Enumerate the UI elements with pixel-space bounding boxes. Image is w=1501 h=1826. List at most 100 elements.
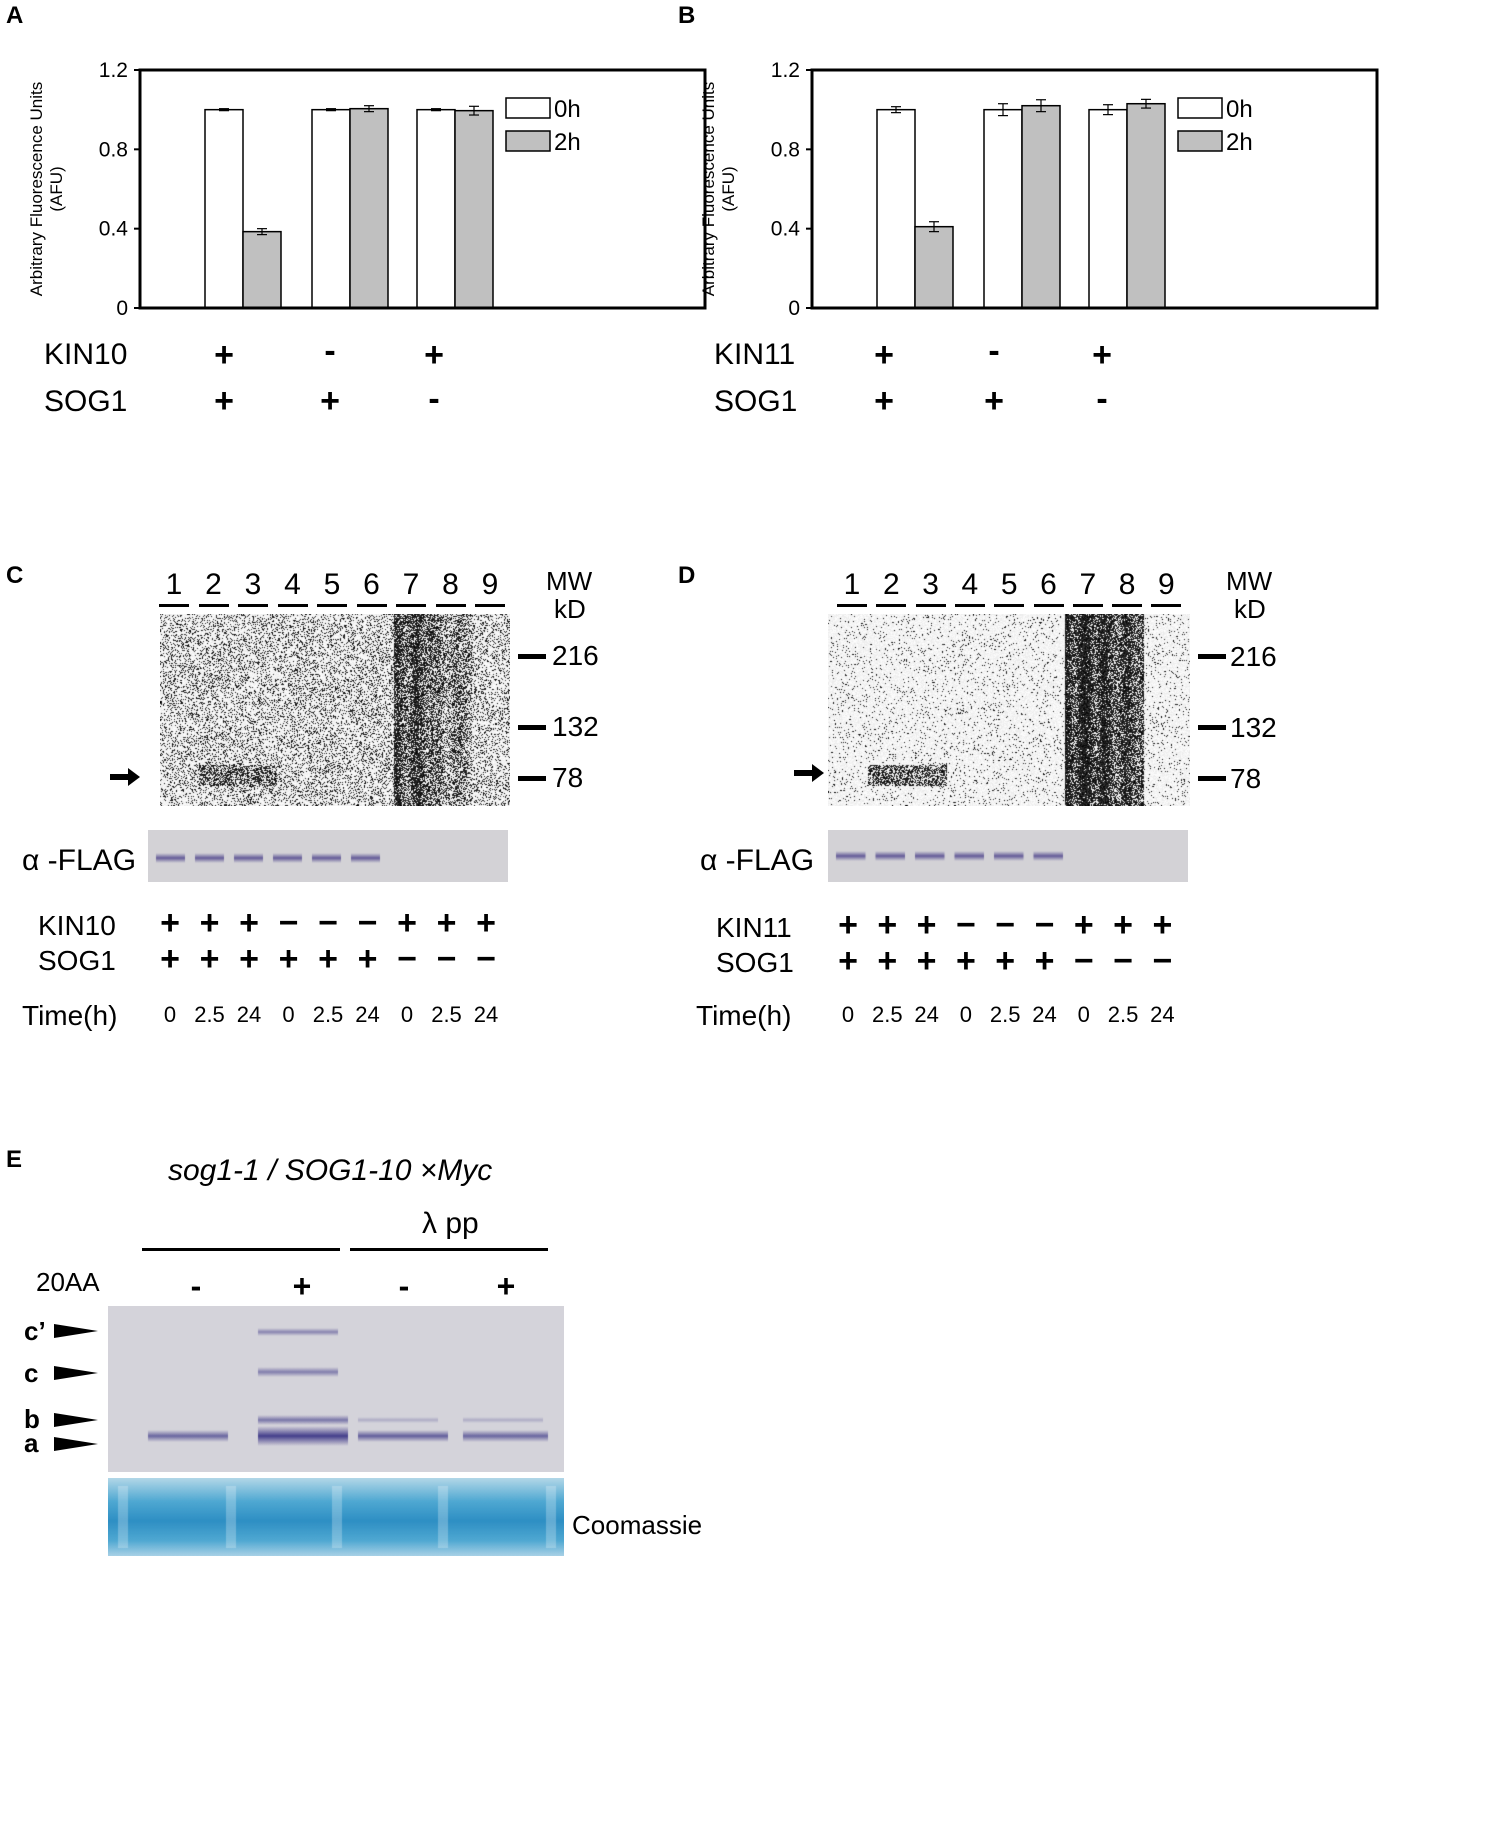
lane-underline: [915, 604, 946, 607]
bar-chart-b-svg: Arbitrary Fluorescence Units (AFU) 0 0.4 0.8…: [699, 59, 1379, 320]
legend-label: 0h: [1226, 96, 1253, 123]
bar-chart-a-svg: Arbitrary Fluorescence Units (AFU) 0 0.4 0.8…: [27, 59, 707, 320]
condition-sign: +: [476, 904, 496, 942]
lane-number: 1: [165, 568, 183, 601]
mw-marker-216-c: 216: [552, 640, 599, 671]
lane-underline: [396, 604, 426, 607]
mw-title-d: MW: [1226, 566, 1273, 596]
time-row-label-d: Time(h): [696, 1000, 792, 1031]
bar-0h: [416, 108, 456, 309]
band-arrowhead-icon: [54, 1413, 98, 1427]
condition-sign: +: [877, 906, 898, 944]
lane-number: 4: [284, 568, 301, 601]
lane-underline: [475, 604, 505, 607]
condition-sign: +: [1034, 942, 1055, 980]
condition-sign: +: [318, 940, 338, 978]
condition-sign: −: [1113, 942, 1134, 980]
bar-2h: [1126, 102, 1166, 309]
condition-row1-label-b: KIN11: [714, 338, 796, 371]
time-value: 0: [841, 1002, 855, 1027]
y-tick-label: 0: [116, 297, 128, 320]
condition-sign: +: [424, 336, 444, 374]
bar-2h: [1021, 104, 1061, 309]
mw-marker-tick: [518, 654, 546, 659]
legend-label: 2h: [554, 129, 581, 156]
lane-number: 5: [323, 568, 341, 601]
time-value: 0: [282, 1002, 295, 1027]
condition-sign: −: [955, 906, 976, 944]
autoradiograph-d: [828, 614, 1190, 806]
sog1-row-label-d: SOG1: [716, 947, 794, 978]
condition-sign: −: [357, 904, 378, 942]
panel-letter-a: A: [6, 2, 24, 29]
condition-sign: +: [874, 382, 894, 420]
legend-swatch: [505, 97, 551, 119]
panel-letter-b: B: [678, 2, 696, 29]
band-label-a: a: [24, 1428, 39, 1458]
lane-underline: [954, 604, 985, 607]
mw-marker-tick: [1198, 654, 1226, 659]
time-value: 24: [1150, 1002, 1175, 1027]
lane-number: 3: [922, 568, 939, 601]
time-value: 0: [959, 1002, 973, 1027]
legend-label: 0h: [554, 96, 581, 123]
bar-0h: [204, 108, 244, 309]
time-value: 2.5: [194, 1002, 225, 1027]
time-value: 0: [1077, 1002, 1090, 1027]
condition-sign: +: [1152, 906, 1173, 944]
lane-number: 7: [1079, 568, 1097, 601]
lane-underline: [356, 604, 387, 607]
y-tick-label: 1.2: [771, 59, 800, 82]
y-axis-label: Arbitrary Fluorescence Units: [27, 82, 46, 296]
condition-sign: +: [397, 904, 417, 942]
condition-row2-label-a: SOG1: [44, 385, 128, 418]
mw-unit-d: kD: [1234, 594, 1266, 624]
condition-sign: +: [199, 904, 220, 942]
mw-title-c: MW: [546, 566, 593, 596]
condition-sign: −: [476, 940, 496, 978]
bar-2h: [349, 107, 389, 309]
lane-number: 7: [402, 568, 420, 601]
time-value: 0: [400, 1002, 414, 1027]
myc-western-blot-e: [108, 1306, 564, 1472]
bar-0h: [983, 108, 1023, 309]
bar-2h: [914, 225, 954, 309]
condition-sign: +: [278, 940, 299, 978]
time-row-label-c: Time(h): [22, 1000, 118, 1031]
band-label-c-prime: c’: [24, 1316, 46, 1346]
coomassie-label: Coomassie: [572, 1510, 703, 1540]
lane-number: 6: [363, 568, 380, 601]
time-value: 2.5: [989, 1002, 1021, 1027]
time-value: 24: [473, 1002, 499, 1027]
condition-sign: −: [436, 940, 457, 978]
bar-0h: [1088, 108, 1128, 309]
lane-underline: [435, 604, 466, 607]
condition-sign: +: [357, 940, 378, 978]
mw-unit-c: kD: [554, 594, 586, 624]
bar-2h: [454, 109, 494, 309]
time-value: 2.5: [1107, 1002, 1139, 1027]
condition-row1-label-a: KIN10: [44, 338, 128, 371]
condition-sign: −: [318, 904, 338, 942]
condition-sign: −: [995, 906, 1016, 944]
condition-sign: −: [397, 940, 417, 978]
mw-marker-132-c: 132: [552, 711, 599, 742]
condition-sign: +: [1092, 336, 1112, 374]
condition-sign: +: [916, 906, 937, 944]
time-value: 24: [1032, 1002, 1057, 1027]
condition-sign: +: [214, 336, 234, 374]
lane-number: 5: [1000, 568, 1018, 601]
genotype-title: sog1-1 / SOG1-10 ×Myc: [168, 1154, 493, 1187]
lane-number: 2: [882, 568, 900, 601]
mw-marker-tick: [1198, 776, 1226, 781]
y-axis-label-unit: (AFU): [719, 166, 738, 211]
lane-underline: [1072, 604, 1103, 607]
bar-2h: [242, 230, 282, 309]
legend-label: 2h: [1226, 129, 1253, 156]
time-value: 0: [163, 1002, 177, 1027]
condition-sign: +: [838, 906, 858, 944]
time-value: 24: [236, 1002, 262, 1027]
treatment-sign: -: [398, 1268, 410, 1304]
flag-blot-label-c: α -FLAG: [22, 844, 137, 877]
bar-chart-b: Arbitrary Fluorescence Units (AFU) 0 0.4 0.8…: [692, 59, 1412, 340]
